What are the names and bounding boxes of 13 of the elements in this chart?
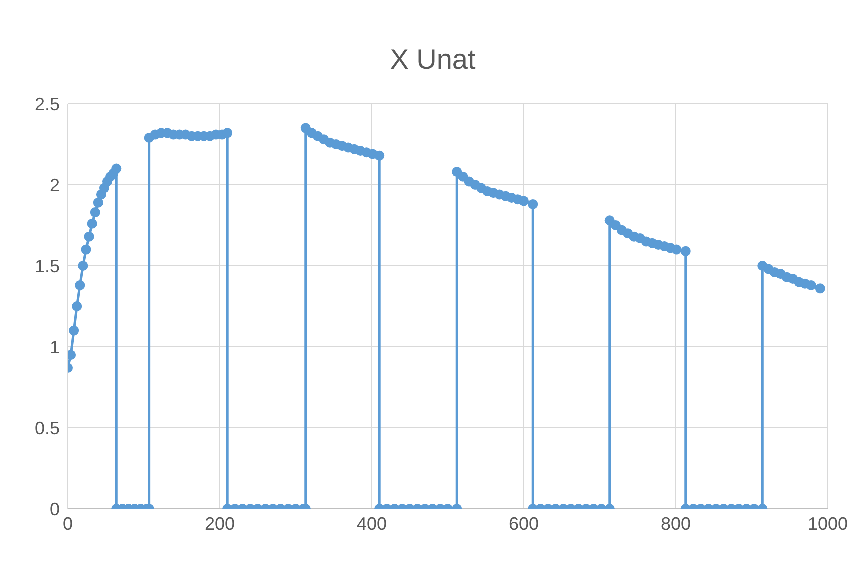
x-tick-label: 800 [660,514,692,534]
y-tick-label: 0.5 [34,418,60,438]
chart-title: X Unat [389,43,477,77]
x-tick-label: 400 [356,514,388,534]
x-tick-label: 200 [204,514,236,534]
x-tick-label: 1000 [808,514,848,534]
y-tick-label: 1.5 [34,256,60,276]
y-tick-label: 0 [50,499,60,520]
x-tick-label: 600 [508,514,540,534]
x-tick-label: 0 [62,514,74,534]
y-tick-label: 1 [50,337,60,358]
y-tick-label: 2 [50,175,60,196]
y-tick-label: 2.5 [34,94,60,114]
